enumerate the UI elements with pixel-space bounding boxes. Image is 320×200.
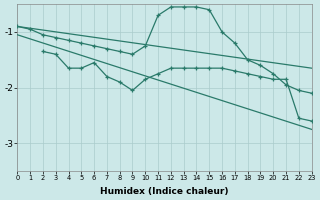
X-axis label: Humidex (Indice chaleur): Humidex (Indice chaleur) [100,187,229,196]
